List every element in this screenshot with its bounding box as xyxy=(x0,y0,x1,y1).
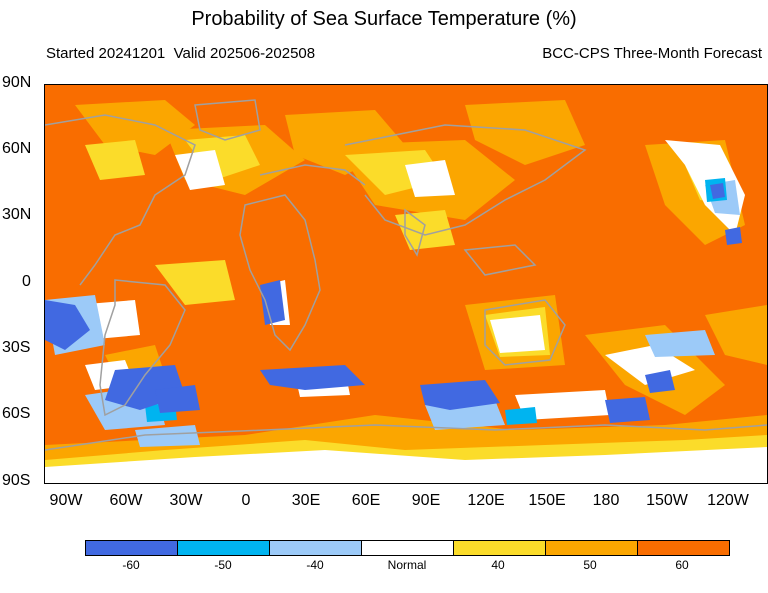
lat-label: 60S xyxy=(2,405,31,422)
forecast-validity: Started 20241201 Valid 202506-202508 xyxy=(46,45,316,62)
model-name: BCC-CPS Three-Month Forecast xyxy=(542,45,762,62)
coastlines xyxy=(45,99,767,451)
colorbar-label: Normal xyxy=(387,558,427,572)
colorbar-label: -60 xyxy=(122,558,140,572)
lon-label: 150W xyxy=(646,492,688,509)
colorbar-label: 40 xyxy=(491,558,505,572)
colorbar-segment xyxy=(546,541,638,555)
colorbar-label: -50 xyxy=(214,558,232,572)
colorbar-label: 50 xyxy=(583,558,597,572)
map-canvas xyxy=(45,99,767,483)
lon-label: 0 xyxy=(241,492,251,509)
lon-label: 90W xyxy=(49,492,83,509)
map-title: Probability of Sea Surface Temperature (… xyxy=(191,8,577,30)
colorbar-label: 60 xyxy=(675,558,689,572)
lat-label: 30N xyxy=(2,206,32,223)
lon-label: 60W xyxy=(109,492,143,509)
sst-probability-map[interactable] xyxy=(44,84,768,484)
below-60-regions xyxy=(45,183,742,423)
lat-label: 60N xyxy=(2,140,32,157)
lon-label: 120W xyxy=(707,492,749,509)
lat-label: 0 xyxy=(22,273,31,290)
lon-label: 150E xyxy=(528,492,566,509)
lon-label: 180 xyxy=(592,492,620,509)
lat-label: 90S xyxy=(2,472,31,489)
lon-label: 30W xyxy=(169,492,203,509)
lat-label: 30S xyxy=(2,339,31,356)
colorbar xyxy=(85,540,730,556)
lon-label: 120E xyxy=(467,492,505,509)
colorbar-segment xyxy=(270,541,362,555)
colorbar-segment xyxy=(86,541,178,555)
colorbar-segment xyxy=(454,541,546,555)
colorbar-label: -40 xyxy=(306,558,324,572)
lat-label: 90N xyxy=(2,74,32,91)
colorbar-segment xyxy=(638,541,729,555)
lon-label: 90E xyxy=(411,492,441,509)
colorbar-segment xyxy=(362,541,454,555)
lon-label: 30E xyxy=(291,492,321,509)
lon-label: 60E xyxy=(351,492,381,509)
colorbar-segment xyxy=(178,541,270,555)
